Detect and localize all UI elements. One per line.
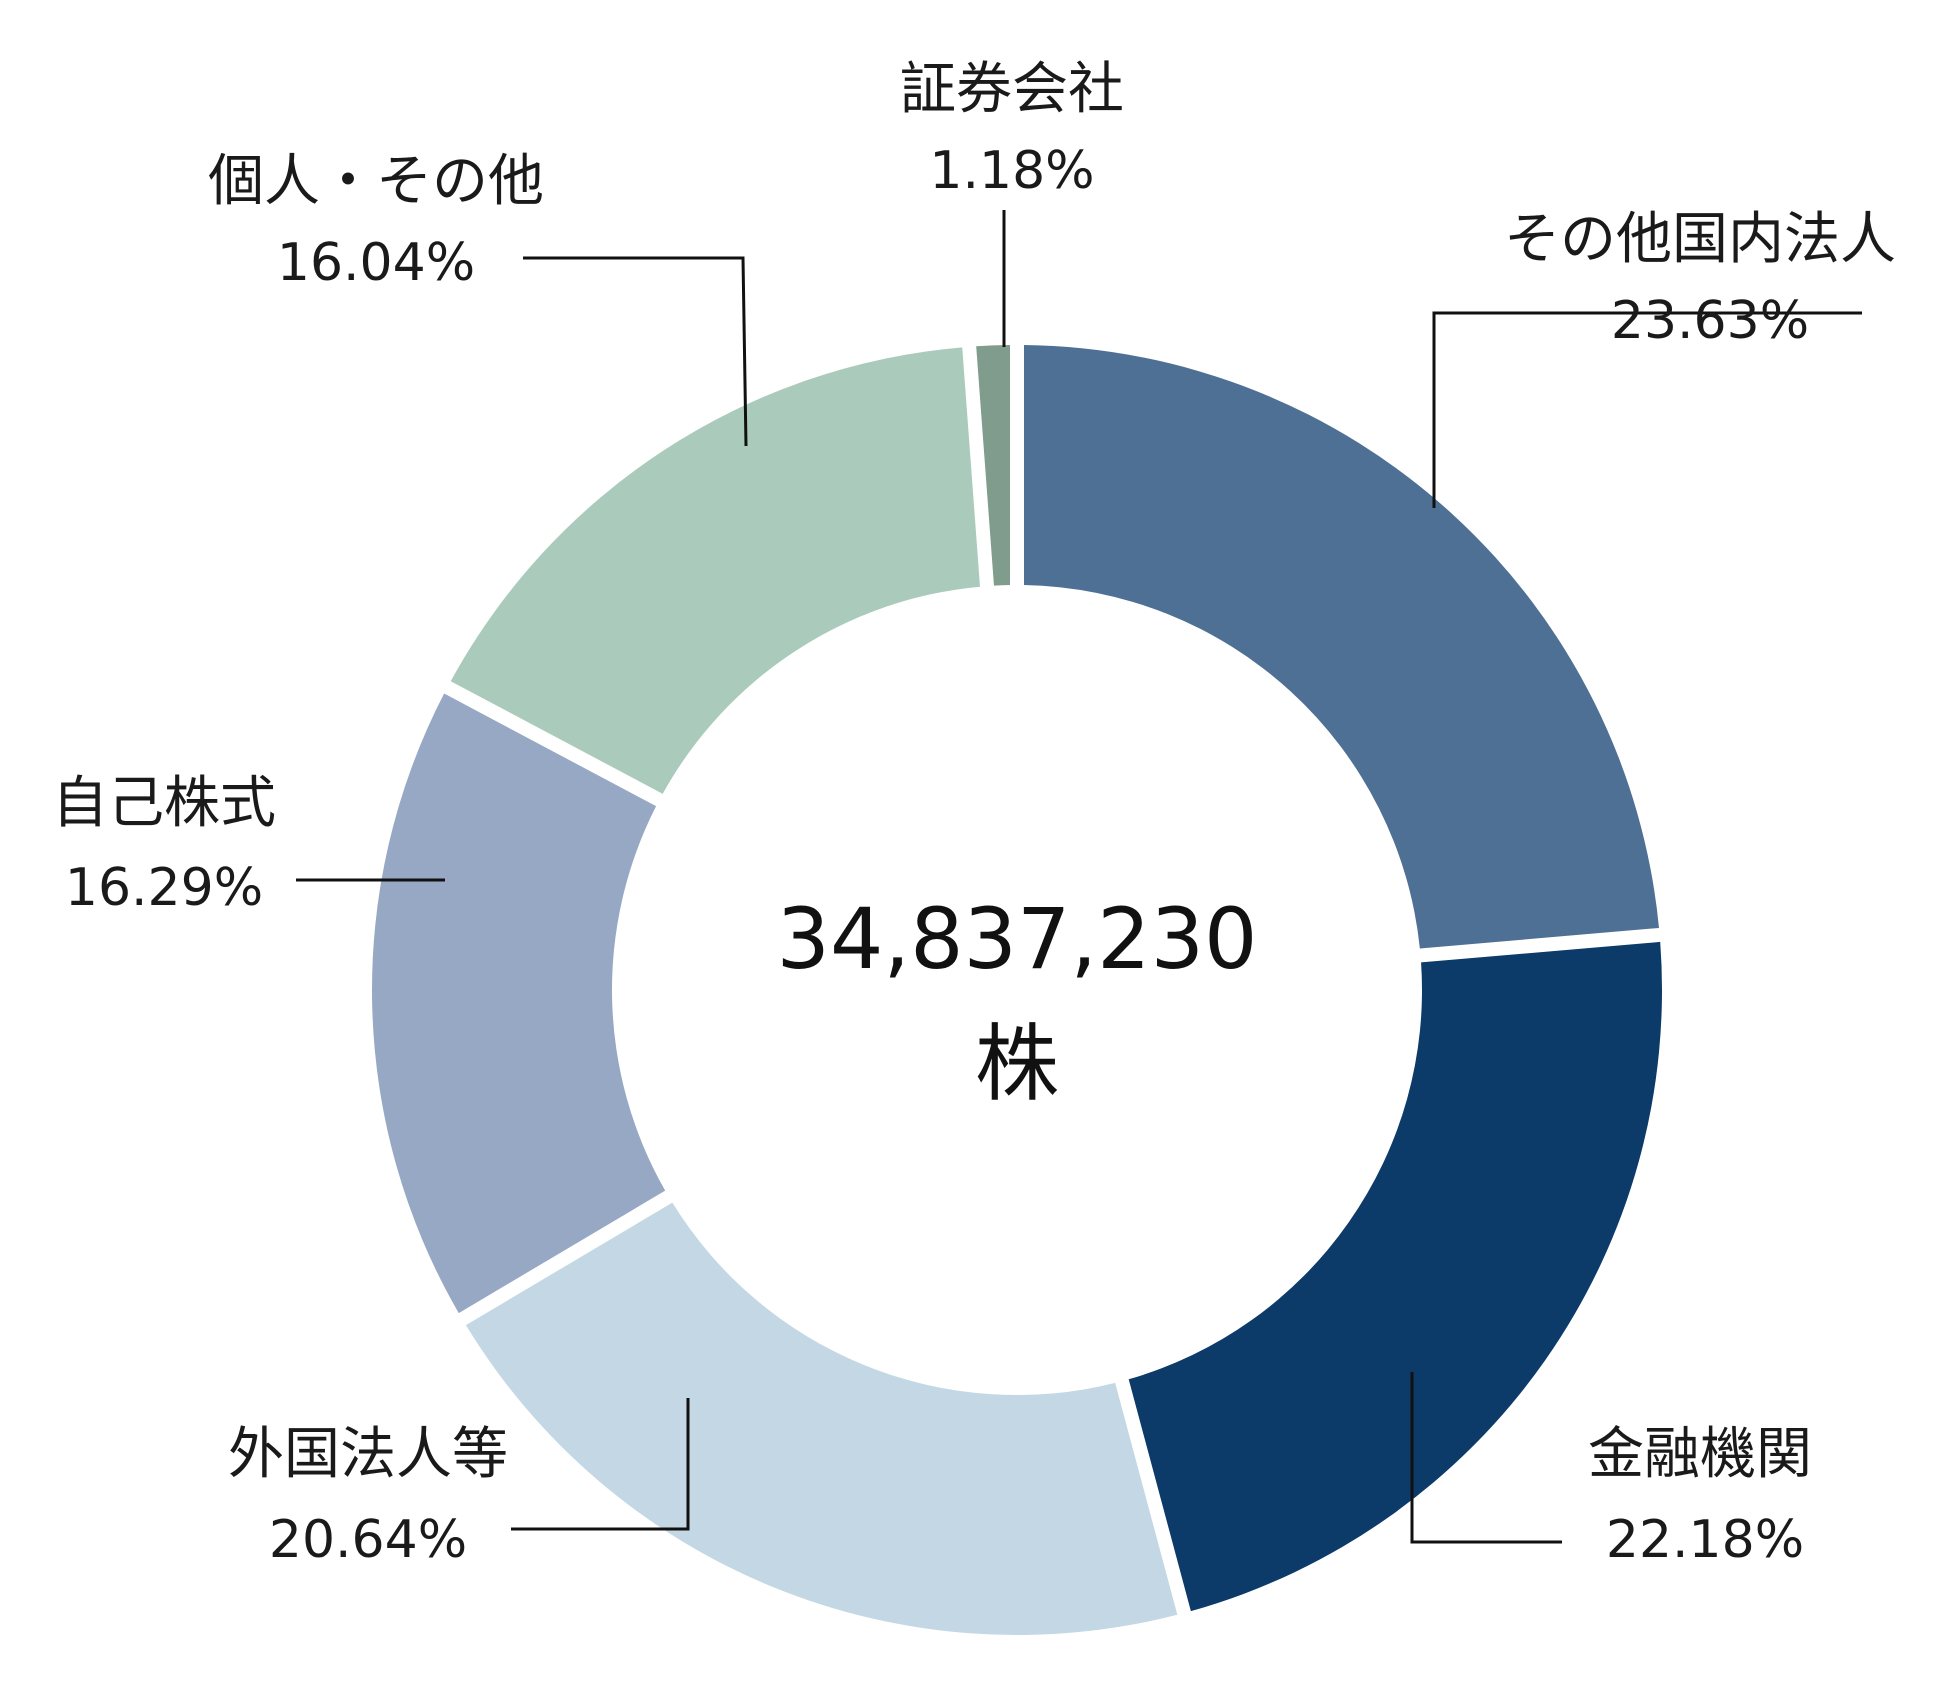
leader-lines — [296, 210, 1862, 1544]
leader-line-4 — [523, 256, 748, 447]
leader-line-0 — [1432, 311, 1862, 508]
slice-percent-2: 20.64% — [269, 1510, 467, 1570]
donut-slice-2 — [465, 1202, 1178, 1635]
donut-slice-5 — [976, 345, 1011, 586]
leader-line-2 — [511, 1398, 690, 1531]
slice-label-0: その他国内法人 — [1504, 207, 1896, 272]
leader-line-1 — [1410, 1372, 1562, 1544]
donut-slice-1 — [1128, 941, 1662, 1612]
slice-labels: その他国内法人 23.63% 金融機関 22.18% 外国法人等 20.64% 自己株式 16… — [52, 57, 1896, 1570]
slice-label-5: 証券会社 — [900, 57, 1124, 122]
slice-label-4: 個人・その他 — [208, 149, 544, 214]
slice-percent-1: 22.18% — [1606, 1510, 1804, 1570]
donut-slice-3 — [371, 693, 666, 1314]
slice-label-2: 外国法人等 — [228, 1422, 508, 1487]
donut-slice-4 — [450, 347, 981, 794]
slice-label-1: 金融機関 — [1588, 1422, 1812, 1487]
center-total-unit: 株 — [975, 1015, 1059, 1113]
slice-label-3: 自己株式 — [52, 771, 276, 836]
donut-slices — [371, 345, 1662, 1635]
slice-percent-4: 16.04% — [277, 233, 475, 293]
center-total-value: 34,837,230 — [777, 890, 1258, 988]
donut-slice-0 — [1023, 345, 1660, 949]
slice-percent-3: 16.29% — [65, 858, 263, 918]
slice-percent-5: 1.18% — [929, 141, 1094, 201]
slice-percent-0: 23.63% — [1611, 291, 1809, 351]
